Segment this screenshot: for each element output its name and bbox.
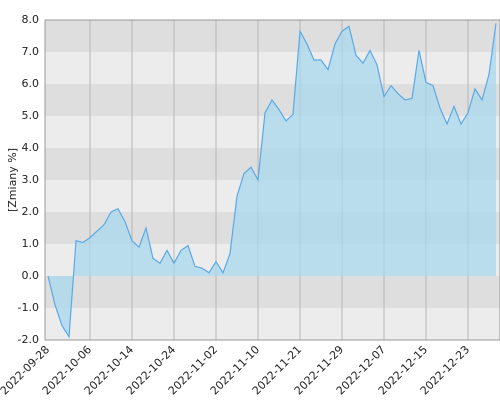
y-axis-label: [Zmiany %] xyxy=(6,148,19,212)
y-tick-label: -2.0 xyxy=(18,333,39,346)
y-tick-label: 3.0 xyxy=(22,173,40,186)
area xyxy=(48,23,496,337)
band xyxy=(45,20,500,52)
y-tick-label: -1.0 xyxy=(18,301,39,314)
y-tick-label: 1.0 xyxy=(22,237,40,250)
band xyxy=(45,52,500,84)
plot-border xyxy=(44,19,500,341)
y-tick-label: 2.0 xyxy=(22,205,40,218)
y-tick-label: 8.0 xyxy=(22,13,40,26)
y-tick-label: 7.0 xyxy=(22,45,40,58)
y-tick-label: 0.0 xyxy=(22,269,40,282)
y-tick-label: 5.0 xyxy=(22,109,40,122)
y-tick-label: 6.0 xyxy=(22,77,40,90)
line xyxy=(47,23,497,339)
band xyxy=(45,276,500,308)
y-tick-label: 4.0 xyxy=(22,141,40,154)
band xyxy=(45,308,500,340)
